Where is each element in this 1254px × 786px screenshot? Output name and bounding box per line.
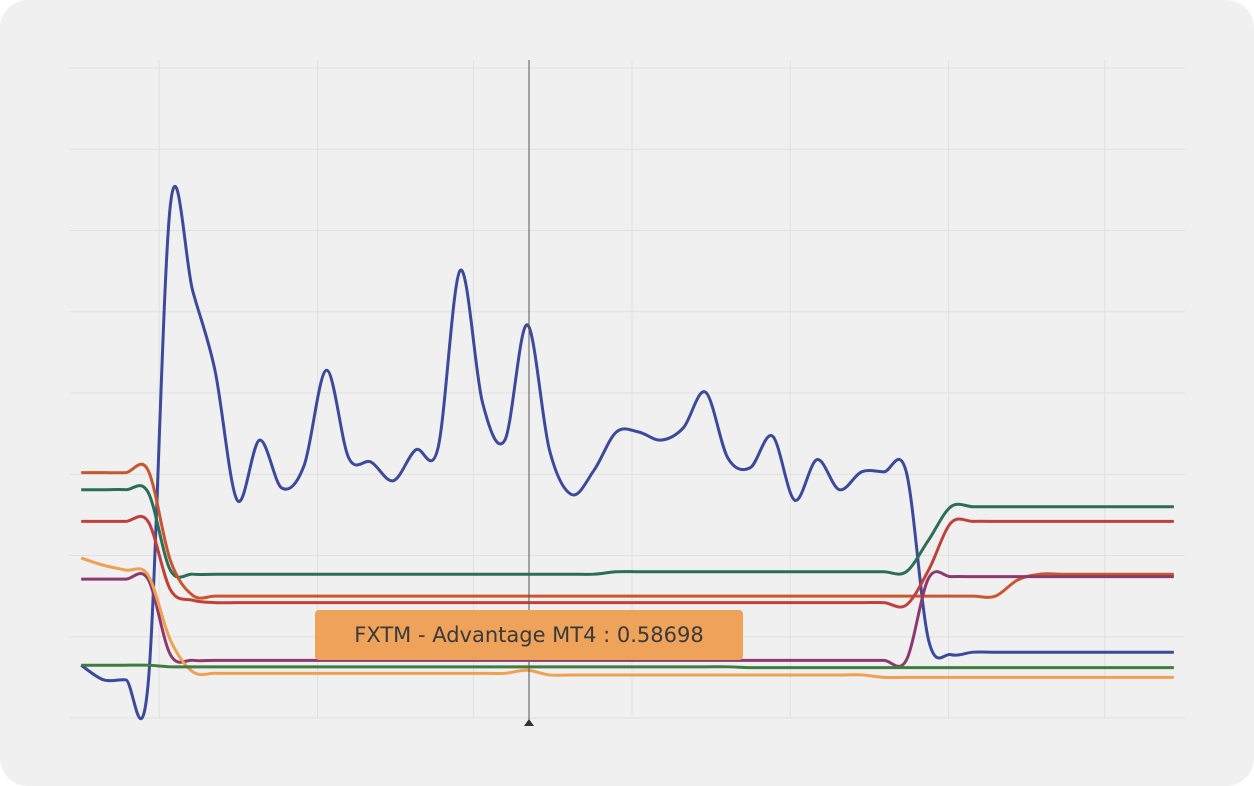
series-line bbox=[81, 663, 1174, 670]
series-line bbox=[80, 556, 1174, 680]
series-line bbox=[81, 484, 1174, 579]
lines bbox=[80, 184, 1174, 720]
tooltip-text: FXTM - Advantage MT4 : 0.58698 bbox=[354, 623, 704, 647]
crosshair-marker bbox=[524, 719, 534, 726]
series-line bbox=[80, 184, 1174, 720]
overlay: FXTM - Advantage MT4 : 0.58698 bbox=[315, 60, 743, 726]
series-line bbox=[81, 462, 1174, 600]
series-line bbox=[81, 570, 1174, 668]
series-line bbox=[81, 514, 1174, 609]
tooltip-box bbox=[315, 610, 743, 660]
